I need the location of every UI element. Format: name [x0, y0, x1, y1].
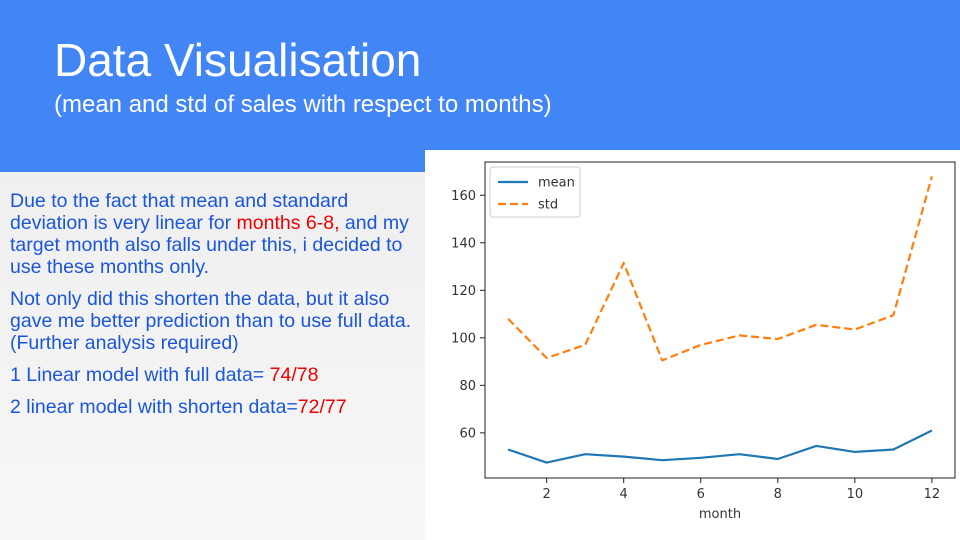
body-text: Due to the fact that mean and standard d…: [10, 190, 430, 428]
x-tick-label: 8: [774, 487, 782, 502]
line-chart: 60 80 100 120 140 160 2 4 6 8 10 12 month mean std: [451, 161, 956, 522]
x-tick-label: 12: [924, 487, 941, 502]
y-tick-label: 120: [451, 284, 476, 299]
series-line-mean: [507, 429, 933, 464]
model-1-score: 74/78: [269, 364, 319, 386]
chart-container: 60 80 100 120 140 160 2 4 6 8 10 12 month mean std: [425, 150, 960, 540]
x-tick-label: 2: [542, 487, 550, 502]
x-tick-label: 4: [620, 487, 628, 502]
model-2-score: 72/77: [297, 396, 347, 418]
y-tick-label: 60: [459, 426, 476, 441]
slide-title: Data Visualisation: [54, 34, 422, 86]
legend-label-mean: mean: [538, 176, 575, 191]
reasoning-text-end: and my target month also falls under thi…: [10, 212, 409, 278]
y-tick-label: 160: [451, 189, 476, 204]
legend-label-std: std: [538, 198, 558, 213]
y-tick-label: 140: [451, 236, 476, 251]
model-2-label: 2 linear model with shorten data=: [10, 396, 298, 418]
paragraph-reasoning: Due to the fact that mean and standard d…: [10, 190, 430, 278]
slide-subtitle: (mean and std of sales with respect to m…: [54, 91, 552, 118]
series-line-std: [507, 176, 933, 362]
slide-header: Data Visualisation (mean and std of sale…: [0, 0, 960, 172]
x-tick-label: 10: [847, 487, 864, 502]
reasoning-text-start: Due to the fact that mean and standard d…: [10, 190, 349, 234]
text-panel-background: [0, 172, 425, 540]
paragraph-benefit: Not only did this shorten the data, but …: [10, 288, 412, 354]
y-tick-label: 80: [459, 379, 476, 394]
x-tick-label: 6: [697, 487, 705, 502]
model-1-label: 1 Linear model with full data=: [10, 364, 270, 386]
model-result-1: 1 Linear model with full data= 74/78: [10, 364, 430, 386]
months-highlight: months 6-8,: [236, 212, 340, 234]
y-tick-label: 100: [451, 331, 476, 346]
x-axis-label: month: [699, 507, 741, 522]
legend-box: [489, 166, 581, 218]
model-result-2: 2 linear model with shorten data=72/77: [10, 396, 430, 418]
